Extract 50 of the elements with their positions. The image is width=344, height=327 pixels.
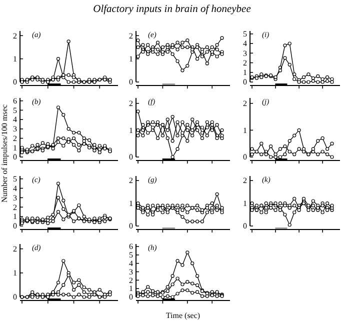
y-tick-label: 1 — [243, 126, 247, 135]
y-tick-label: 0 — [13, 292, 17, 302]
y-tick-label: 6 — [13, 96, 17, 106]
y-tick-label: 4 — [13, 184, 17, 193]
y-tick-label: 5 — [13, 174, 17, 184]
y-tick-label: 0 — [129, 152, 133, 162]
y-tick-label: 5 — [13, 106, 17, 115]
x-axis-title: Time (sec) — [166, 311, 200, 320]
y-tick-label: 6 — [129, 242, 133, 252]
y-tick-label: 3 — [13, 124, 17, 134]
y-tick-label: 0 — [129, 222, 133, 231]
y-tick-label: 2 — [13, 31, 17, 40]
y-tick-label: 3 — [243, 48, 247, 58]
y-tick-label: 4 — [243, 39, 247, 48]
y-tick-label: 0 — [129, 292, 133, 302]
y-tick-label: 1 — [129, 54, 133, 64]
y-tick-label: 2 — [243, 58, 247, 68]
y-tick-label: 1 — [129, 198, 133, 208]
y-tick-label: 0 — [243, 152, 247, 162]
y-tick-label: 0 — [243, 78, 247, 87]
y-tick-label: 2 — [129, 276, 133, 285]
y-tick-label: 2 — [243, 176, 247, 186]
y-tick-label: 0 — [13, 152, 17, 162]
y-tick-label: 1 — [243, 68, 247, 78]
y-tick-label: 5 — [129, 250, 133, 260]
text: Olfactory inputs in brain of honeybee — [93, 4, 252, 15]
y-tick-label: 2 — [129, 176, 133, 186]
y-tick-label: 2 — [13, 202, 17, 212]
y-tick-label: 1 — [13, 268, 17, 278]
y-tick-label: 2 — [129, 99, 133, 108]
y-tick-label: 1 — [129, 126, 133, 135]
y-tick-label: 3 — [13, 193, 17, 202]
y-tick-label: 0 — [243, 222, 247, 231]
y-axis-title: Number of impulses/100 msec — [0, 104, 9, 202]
y-tick-label: 4 — [13, 115, 17, 124]
y-tick-label: 1 — [129, 284, 133, 294]
y-tick-label: 2 — [129, 31, 133, 40]
y-tick-label: 1 — [13, 54, 17, 64]
y-tick-label: 1 — [13, 212, 17, 222]
y-tick-label: 1 — [243, 198, 247, 208]
y-tick-label: 1 — [13, 143, 17, 152]
y-tick-label: 4 — [129, 258, 133, 268]
y-tick-label: 0 — [13, 222, 17, 231]
y-tick-label: 2 — [13, 244, 17, 254]
y-tick-label: 5 — [243, 30, 247, 39]
y-tick-label: 2 — [13, 134, 17, 143]
y-tick-label: 3 — [129, 267, 133, 276]
y-tick-label: 2 — [243, 99, 247, 108]
y-tick-label: 0 — [13, 78, 17, 87]
y-tick-label: 0 — [129, 78, 133, 87]
